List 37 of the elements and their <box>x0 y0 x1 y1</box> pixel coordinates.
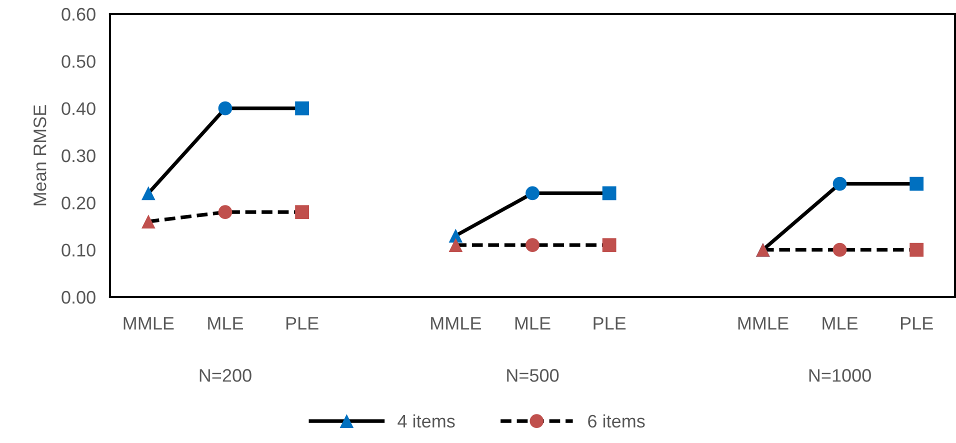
y-tick-label: 0.30 <box>62 149 96 162</box>
point <box>602 238 616 252</box>
y-tick-label: 0.20 <box>62 196 96 210</box>
text: N=1000 <box>809 369 871 382</box>
point <box>141 186 156 200</box>
point <box>526 238 540 252</box>
x-tick-label: PLE <box>594 317 626 330</box>
y-tick-label: 0.10 <box>62 244 96 257</box>
x-tick-label: MMLE <box>738 317 788 330</box>
point <box>448 238 463 252</box>
point <box>141 214 156 228</box>
point <box>295 101 309 116</box>
y-tick-label: 0.40 <box>62 102 96 116</box>
x-tick-label: MLE <box>208 317 244 330</box>
point <box>910 242 924 257</box>
x-tick-label: MMLE <box>431 317 481 330</box>
point <box>526 186 540 200</box>
y-tick-label: 0.60 <box>62 8 96 21</box>
legend-label: 6 items <box>588 414 645 428</box>
y-tick-label: 0.50 <box>62 55 96 68</box>
text: N=200 <box>200 369 252 382</box>
point <box>832 242 847 257</box>
x-tick-label: MLE <box>515 317 550 330</box>
y-axis-title: Mean RMSE <box>34 105 46 206</box>
point <box>218 205 232 220</box>
x-tick-label: MLE <box>822 317 858 330</box>
x-tick-label: PLE <box>286 317 318 330</box>
point <box>602 186 616 200</box>
x-tick-label: PLE <box>901 317 933 330</box>
y-tick-label: 0.00 <box>62 290 96 304</box>
text: N=500 <box>507 369 559 382</box>
point <box>218 101 232 116</box>
legend-label: 4 items <box>398 414 455 428</box>
point <box>295 205 309 220</box>
point <box>910 176 924 191</box>
x-tick-label: MMLE <box>124 317 174 330</box>
point <box>832 176 847 191</box>
